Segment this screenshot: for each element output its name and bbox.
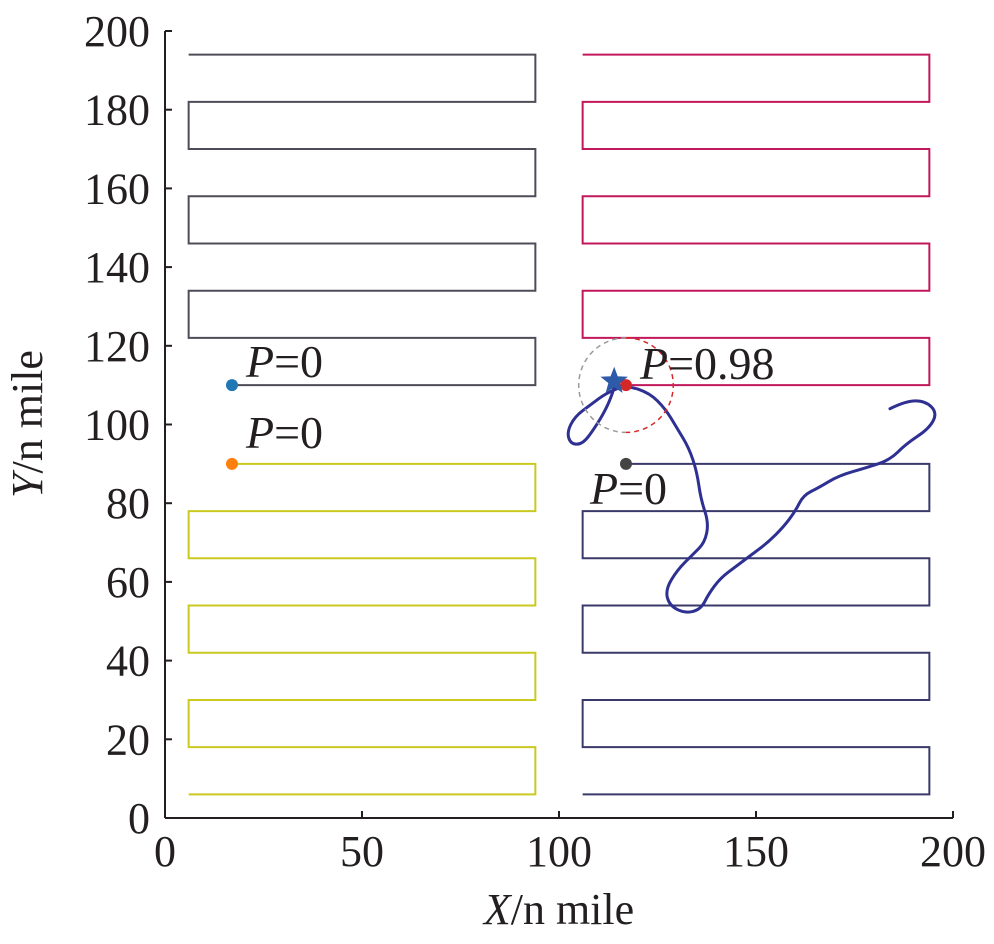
annotations-layer: P=0 P=0 P=0.98 P=0 (245, 336, 775, 514)
x-tick-label: 0 (154, 827, 176, 876)
y-tick-label: 0 (128, 794, 150, 843)
probability-label-1: P=0 (245, 336, 323, 387)
y-ticks: 0 20 40 60 80 100 120 140 160 180 200 (84, 7, 172, 843)
x-tick-label: 200 (920, 827, 986, 876)
search-path-4 (581, 462, 931, 796)
probability-label-3: P=0.98 (639, 338, 775, 389)
target-track (566, 379, 937, 614)
probability-label-4: P=0 (589, 463, 667, 514)
search-path-2 (187, 462, 537, 796)
y-tick-label: 140 (84, 243, 150, 292)
y-axis-title: Y/n mile (3, 350, 52, 498)
search-path-3 (581, 53, 931, 387)
y-tick-label: 20 (106, 715, 150, 764)
y-tick-label: 100 (84, 401, 150, 450)
search-start-point-2 (225, 457, 238, 470)
y-tick-label: 40 (106, 637, 150, 686)
y-tick-label: 160 (84, 164, 150, 213)
search-path-1 (187, 53, 537, 387)
x-tick-label: 50 (340, 827, 384, 876)
search-start-point-3 (619, 379, 632, 392)
detection-circle-left (577, 337, 626, 434)
y-tick-label: 200 (84, 7, 150, 56)
search-start-point-4 (619, 457, 632, 470)
probability-label-2: P=0 (245, 407, 323, 458)
y-tick-label: 60 (106, 558, 150, 607)
y-tick-label: 180 (84, 86, 150, 135)
y-tick-label: 80 (106, 479, 150, 528)
target-star-marker (600, 366, 628, 393)
search-start-point-1 (225, 379, 238, 392)
paths-layer (187, 53, 931, 796)
track-layer (566, 379, 937, 614)
x-tick-label: 100 (526, 827, 592, 876)
detection-circle-right (625, 337, 675, 434)
markers-layer (225, 337, 675, 470)
x-tick-label: 150 (723, 827, 789, 876)
y-tick-label: 120 (84, 322, 150, 371)
x-axis-title: X/n mile (482, 885, 634, 934)
x-ticks: 0 50 100 150 200 (154, 811, 986, 876)
